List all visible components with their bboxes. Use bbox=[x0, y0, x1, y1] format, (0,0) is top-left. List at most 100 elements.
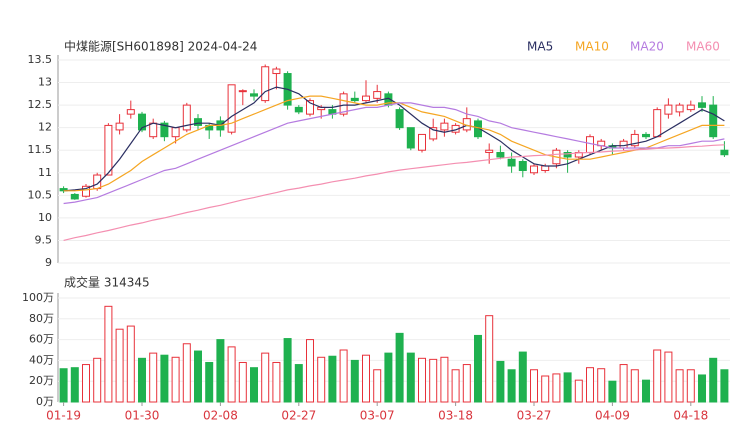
y-tick-label: 9 bbox=[45, 256, 52, 269]
volume-bar bbox=[306, 339, 314, 403]
y-tick-label: 11.5 bbox=[28, 143, 53, 156]
volume-bar bbox=[227, 346, 236, 403]
candle-body bbox=[429, 127, 438, 140]
candle-body bbox=[518, 161, 527, 172]
candle-body bbox=[362, 95, 370, 102]
volume-bar bbox=[104, 305, 113, 403]
y-tick-label: 60万 bbox=[29, 333, 54, 346]
volume-bar bbox=[720, 369, 729, 403]
y-tick-label: 80万 bbox=[29, 312, 54, 325]
candle-body bbox=[250, 93, 258, 97]
volume-bar bbox=[328, 355, 337, 403]
candle-body bbox=[507, 158, 516, 167]
volume-bar bbox=[698, 374, 706, 403]
x-tick-label: 04-18 bbox=[673, 409, 708, 423]
candle-body bbox=[664, 104, 673, 115]
volume-bar bbox=[541, 375, 550, 403]
volume-bar bbox=[709, 357, 718, 403]
candle-body bbox=[373, 91, 382, 99]
candle-body bbox=[686, 104, 695, 111]
volume-bar bbox=[317, 356, 326, 403]
x-tick-label: 01-30 bbox=[125, 409, 160, 423]
y-tick-label: 13 bbox=[38, 76, 52, 89]
candle-body bbox=[82, 185, 90, 197]
volume-bar bbox=[59, 368, 68, 403]
volume-bar bbox=[586, 367, 594, 403]
volume-bar bbox=[429, 358, 438, 403]
x-tick-label: 03-27 bbox=[517, 409, 552, 423]
volume-bar bbox=[653, 349, 662, 403]
y-tick-label: 12.5 bbox=[28, 98, 53, 111]
volume-bar bbox=[642, 379, 650, 403]
volume-bar bbox=[440, 356, 449, 403]
y-tick-label: 10.5 bbox=[28, 188, 53, 201]
volume-bar bbox=[171, 356, 180, 403]
candle-body bbox=[418, 133, 426, 151]
volume-bar bbox=[451, 369, 460, 403]
y-tick-label: 0万 bbox=[36, 395, 54, 408]
volume-bar bbox=[418, 357, 426, 403]
y-tick-label: 12 bbox=[38, 121, 52, 134]
y-tick-label: 100万 bbox=[22, 291, 54, 304]
candle-body bbox=[70, 193, 79, 200]
candle-body bbox=[160, 122, 169, 138]
volume-bar bbox=[362, 354, 370, 403]
volume-bar bbox=[507, 369, 516, 403]
volume-bar bbox=[350, 359, 359, 403]
y-tick-label: 10 bbox=[38, 211, 52, 224]
y-tick-label: 20万 bbox=[29, 374, 54, 387]
volume-bar bbox=[608, 380, 617, 403]
volume-bar bbox=[563, 372, 572, 403]
candle-body bbox=[350, 97, 359, 102]
volume-bar bbox=[261, 352, 270, 403]
volume-title: 成交量 314345 bbox=[64, 275, 150, 290]
volume-bar bbox=[552, 373, 561, 403]
candle-body bbox=[642, 133, 650, 138]
volume-bar bbox=[664, 351, 673, 403]
candle-body bbox=[709, 104, 718, 138]
candle-body bbox=[619, 140, 628, 149]
volume-bar bbox=[205, 361, 214, 403]
candle-body bbox=[126, 109, 135, 115]
candle-body bbox=[496, 151, 505, 158]
ma-line bbox=[63, 95, 725, 192]
ma-line bbox=[63, 144, 725, 241]
volume-bar bbox=[160, 354, 169, 403]
candle-body bbox=[227, 84, 236, 133]
volume-bar bbox=[82, 364, 90, 403]
volume-bar bbox=[126, 325, 135, 403]
candle-body bbox=[115, 122, 124, 131]
volume-bar bbox=[675, 369, 684, 403]
candle-body bbox=[194, 118, 202, 126]
y-tick-label: 11 bbox=[38, 166, 52, 179]
volume-bar bbox=[283, 338, 292, 403]
volume-bar bbox=[496, 360, 505, 403]
volume-bar bbox=[194, 350, 202, 403]
candle-body bbox=[563, 151, 572, 158]
volume-bar bbox=[339, 349, 348, 403]
volume-bar bbox=[93, 357, 102, 403]
legend-entry: MA20 bbox=[630, 40, 664, 54]
volume-bar bbox=[272, 361, 281, 403]
candle-body bbox=[272, 68, 281, 75]
y-tick-label: 9.5 bbox=[35, 233, 53, 246]
x-tick-label: 04-09 bbox=[595, 409, 630, 423]
candle-body bbox=[395, 109, 404, 129]
volume-bar bbox=[373, 369, 382, 403]
x-tick-label: 02-27 bbox=[281, 409, 316, 423]
chart-title: 中煤能源[SH601898] 2024-04-24 bbox=[64, 39, 257, 54]
candle-body bbox=[138, 113, 146, 131]
legend-entry: MA10 bbox=[575, 40, 609, 54]
volume-bar bbox=[485, 315, 494, 403]
candle-body bbox=[339, 93, 348, 115]
candle-body bbox=[541, 165, 550, 172]
volume-bar bbox=[138, 357, 146, 403]
candle-body bbox=[182, 104, 191, 131]
volume-bar bbox=[462, 364, 471, 403]
x-tick-label: 03-18 bbox=[438, 409, 473, 423]
volume-bar bbox=[395, 332, 404, 403]
volume-bar bbox=[149, 352, 158, 403]
candle-body bbox=[261, 66, 270, 102]
y-tick-label: 40万 bbox=[29, 353, 54, 366]
